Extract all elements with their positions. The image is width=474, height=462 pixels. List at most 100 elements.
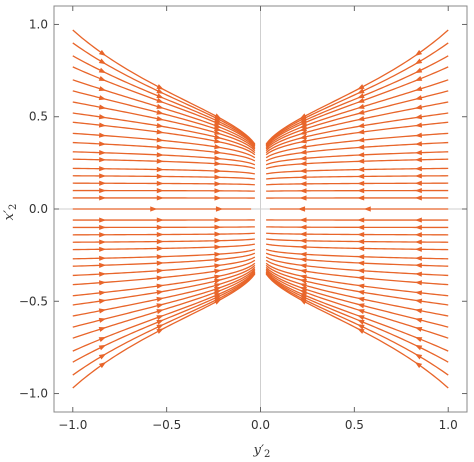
stream-arrow xyxy=(214,283,222,289)
stream-arrow xyxy=(299,188,307,194)
stream-arrow xyxy=(357,245,365,252)
y-tick-label: 1.0 xyxy=(29,17,48,31)
stream-arrow xyxy=(414,114,423,120)
stream-arrow xyxy=(214,113,222,120)
stream-arrow xyxy=(363,206,371,212)
stream-arrow xyxy=(414,132,423,138)
stream-arrow xyxy=(156,324,164,330)
stream-arrow xyxy=(414,157,422,163)
stream-arrow xyxy=(214,195,222,201)
stream-arrow xyxy=(98,58,107,65)
stream-arrow xyxy=(357,224,365,230)
stream-arrow xyxy=(414,141,422,147)
stream-arrow xyxy=(99,262,107,268)
stream-arrow xyxy=(156,303,164,309)
stream-arrow xyxy=(357,152,365,158)
stream-arrow xyxy=(214,160,222,167)
stream-arrow xyxy=(298,206,306,212)
stream-arrow xyxy=(214,268,222,274)
stream-arrow xyxy=(156,238,164,245)
stream-arrow xyxy=(299,257,307,263)
stream-arrow xyxy=(156,254,164,260)
stream-arrow xyxy=(299,149,307,155)
stream-arrow xyxy=(214,181,222,187)
y-tick-label: −0.5 xyxy=(19,294,48,308)
stream-arrow xyxy=(299,217,307,223)
stream-arrow xyxy=(214,263,222,269)
stream-arrow xyxy=(99,239,107,245)
stream-arrow xyxy=(156,224,164,230)
stream-arrow xyxy=(414,344,423,351)
stream-arrow xyxy=(414,308,423,314)
stream-arrow xyxy=(156,195,164,201)
stream-arrow xyxy=(299,278,307,284)
stream-arrow xyxy=(414,95,423,101)
stream-arrow xyxy=(357,144,365,150)
stream-arrow xyxy=(156,166,164,173)
stream-arrow xyxy=(357,116,365,122)
stream-arrow xyxy=(156,158,164,164)
stream-arrow xyxy=(299,283,307,289)
stream-arrow xyxy=(414,195,422,201)
stream-arrow xyxy=(299,195,307,201)
stream-arrow xyxy=(214,286,222,292)
stream-arrow xyxy=(156,275,164,281)
stream-arrow xyxy=(156,122,164,129)
stream-arrow xyxy=(357,103,365,109)
stream-arrow xyxy=(414,317,423,323)
stream-arrow xyxy=(414,262,422,268)
stream-arrow xyxy=(156,84,164,90)
stream-arrow xyxy=(99,255,107,261)
stream-arrow xyxy=(357,315,365,321)
stream-arrow xyxy=(357,309,365,315)
stream-arrow xyxy=(357,319,365,325)
stream-arrow xyxy=(414,232,422,238)
stream-arrow xyxy=(156,268,164,274)
stream-arrow xyxy=(156,260,164,266)
stream-arrow xyxy=(414,67,423,74)
stream-arrow xyxy=(357,324,365,330)
stream-arrow xyxy=(156,231,164,238)
stream-arrow xyxy=(357,268,365,274)
stream-arrow xyxy=(156,217,164,223)
stream-arrow xyxy=(414,362,423,369)
stream-arrow xyxy=(156,116,164,122)
stream-arrow xyxy=(98,104,107,110)
stream-arrow xyxy=(215,206,223,212)
stream-arrow xyxy=(414,187,422,194)
stream-arrow xyxy=(156,289,164,296)
stream-arrow xyxy=(299,144,307,150)
stream-arrow xyxy=(214,274,222,280)
stream-arrow xyxy=(214,238,222,244)
stream-arrow xyxy=(357,275,365,281)
stream-arrow xyxy=(414,298,423,304)
y-tick-label: 0.5 xyxy=(29,110,48,124)
stream-arrow xyxy=(214,138,222,144)
stream-arrow xyxy=(414,271,422,277)
stream-arrow xyxy=(299,286,307,292)
stream-arrow xyxy=(357,97,365,103)
stream-arrow xyxy=(98,114,107,120)
streamlines xyxy=(72,29,449,389)
stream-arrow xyxy=(156,103,164,109)
y-axis-title: x′2 xyxy=(2,204,19,221)
stream-arrow xyxy=(299,134,307,140)
stream-arrow xyxy=(98,344,107,351)
x-tick-label: 0.0 xyxy=(251,418,270,432)
stream-arrow xyxy=(98,308,107,314)
stream-arrow xyxy=(357,296,365,302)
y-axis-ticks: −1.0 −0.5 0.0 0.5 1.0 xyxy=(19,17,467,401)
stream-arrow xyxy=(299,231,307,237)
stream-arrow xyxy=(299,274,307,280)
stream-arrow xyxy=(214,149,222,155)
stream-arrow xyxy=(214,224,222,230)
stream-arrow xyxy=(98,326,107,332)
stream-arrow xyxy=(414,326,423,332)
stream-arrow xyxy=(414,239,422,245)
stream-arrow xyxy=(357,303,365,309)
stream-arrow xyxy=(156,245,164,252)
stream-arrow xyxy=(414,150,422,156)
stream-arrow xyxy=(299,168,307,174)
stream-arrow xyxy=(414,173,422,179)
